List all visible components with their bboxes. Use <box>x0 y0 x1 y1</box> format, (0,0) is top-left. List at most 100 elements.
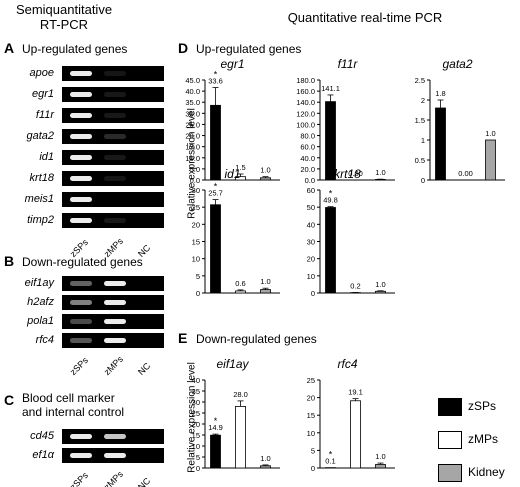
data-label: 141.1 <box>321 84 340 93</box>
panel-b-gene-label: eif1ay <box>24 277 54 289</box>
legend-label: Kidney <box>468 465 505 479</box>
y-tick-label: 5 <box>196 453 200 462</box>
panel-b-label: B <box>4 253 15 269</box>
y-tick-label: 10 <box>192 442 200 451</box>
data-label: 0.2 <box>350 281 360 290</box>
y-tick-label: 40 <box>307 220 315 229</box>
panel-b-band <box>70 281 92 286</box>
panel-a-band <box>104 113 126 118</box>
y-tick-label: 15 <box>192 238 200 247</box>
panel-a-gene-label: gata2 <box>26 130 54 142</box>
y-tick-label: 15 <box>307 411 315 420</box>
left-header-line2: RT-PCR <box>39 17 89 32</box>
data-label: 0.00 <box>348 169 363 178</box>
y-tick-label: 0 <box>311 464 315 473</box>
data-label: 1.0 <box>260 277 270 286</box>
panel-a-band <box>70 176 92 181</box>
y-tick-label: 25 <box>192 409 200 418</box>
data-label: 1.0 <box>485 129 495 138</box>
panel-a-gel-row <box>62 108 164 123</box>
data-label: 25.7 <box>208 189 223 198</box>
panel-a-band <box>70 218 92 223</box>
y-tick-label: 2 <box>421 96 425 105</box>
y-tick-label: 10 <box>307 429 315 438</box>
panel-a-gene-label: id1 <box>39 151 54 163</box>
y-tick-label: 35 <box>192 387 200 396</box>
y-tick-label: 20.0 <box>185 132 200 141</box>
panel-a-gene-label: apoe <box>29 67 54 79</box>
panel-a-gel-row <box>62 192 164 207</box>
panel-b-gel-row <box>62 333 164 348</box>
bar <box>375 464 386 469</box>
chart-title: gata2 <box>442 57 472 71</box>
y-tick-label: 15 <box>192 431 200 440</box>
significance-star: * <box>214 70 218 80</box>
panel-a-gene-label: egr1 <box>31 88 54 100</box>
panel-d-label: D <box>178 40 189 56</box>
y-tick-label: 5.0 <box>190 165 200 174</box>
panel-e-label: E <box>178 330 188 346</box>
data-label: 0.00 <box>458 169 473 178</box>
panel-a-gel-row <box>62 129 164 144</box>
y-tick-label: 10 <box>307 272 315 281</box>
panel-b-gel-row <box>62 276 164 291</box>
panel-c-label: C <box>4 392 15 408</box>
y-tick-label: 30.0 <box>185 109 200 118</box>
data-label: 49.8 <box>323 196 338 205</box>
y-tick-label: 120.0 <box>296 109 315 118</box>
bar <box>350 400 361 469</box>
panel-a-gel-row <box>62 66 164 81</box>
panel-e-title: Down-regulated genes <box>196 332 317 346</box>
panel-b-band <box>70 338 92 343</box>
panel-b-gene-label: rfc4 <box>35 334 54 346</box>
panel-a-gene-label: krt18 <box>29 172 54 184</box>
legend-swatch <box>438 431 462 449</box>
bar <box>485 139 496 181</box>
panel-c-band <box>104 453 126 458</box>
panel-c-gene-label: ef1α <box>32 449 54 461</box>
legend-swatch <box>438 464 462 482</box>
panel-c-title-line1: Blood cell marker <box>22 391 115 405</box>
panel-a-band <box>70 71 92 76</box>
legend-label: zMPs <box>468 432 498 446</box>
panel-b-band <box>104 300 126 305</box>
panel-a-band <box>104 134 126 139</box>
y-tick-label: 60 <box>307 186 315 195</box>
panel-a-gel-row <box>62 171 164 186</box>
panel-c-title-line2: and internal control <box>22 405 125 419</box>
data-label: 1.0 <box>375 452 385 461</box>
panel-a-band <box>104 155 126 160</box>
y-tick-label: 35.0 <box>185 98 200 107</box>
panel-b-band <box>70 319 92 324</box>
panel-a-gel-row <box>62 87 164 102</box>
panel-c-band <box>104 434 126 439</box>
data-label: 28.0 <box>233 390 248 399</box>
significance-star: * <box>214 182 218 192</box>
y-tick-label: 0 <box>311 289 315 298</box>
panel-b-gene-label: h2afz <box>27 296 54 308</box>
y-tick-label: 100.0 <box>296 120 315 129</box>
panel-b-band <box>104 338 126 343</box>
y-tick-label: 45.0 <box>185 76 200 85</box>
panel-a-gel-row <box>62 150 164 165</box>
panel-b-title: Down-regulated genes <box>22 255 143 269</box>
panel-c-band <box>70 434 92 439</box>
y-tick-label: 0 <box>421 176 425 185</box>
y-tick-label: 15.0 <box>185 143 200 152</box>
significance-star: * <box>214 416 218 426</box>
y-tick-label: 0.0 <box>305 176 315 185</box>
y-tick-label: 20 <box>192 220 200 229</box>
panel-a-band <box>70 155 92 160</box>
y-tick-label: 60.0 <box>300 143 315 152</box>
data-label: 19.1 <box>348 388 363 397</box>
panel-c-band <box>70 453 92 458</box>
data-label: 1.0 <box>375 280 385 289</box>
y-tick-label: 40 <box>192 376 200 385</box>
data-label: 1.5 <box>235 163 245 172</box>
y-tick-label: 30 <box>307 238 315 247</box>
panel-a-band <box>70 92 92 97</box>
